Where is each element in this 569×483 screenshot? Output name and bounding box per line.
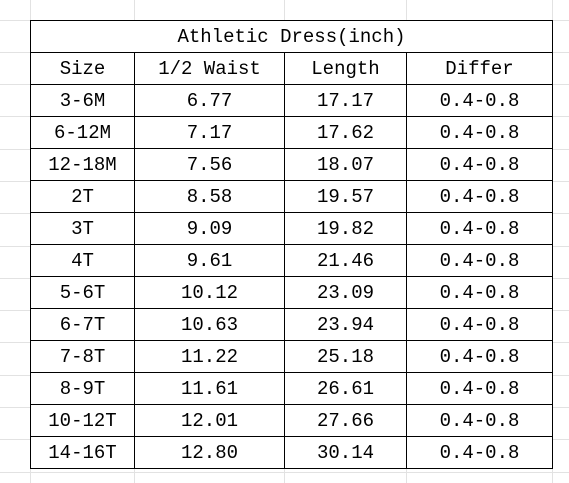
data-cell: 3T bbox=[30, 212, 135, 245]
data-cell: 0.4-0.8 bbox=[406, 372, 553, 405]
data-cell: 7.56 bbox=[134, 148, 285, 181]
data-cell: 30.14 bbox=[284, 436, 407, 469]
data-cell: 7.17 bbox=[134, 116, 285, 149]
data-cell: 0.4-0.8 bbox=[406, 308, 553, 341]
data-row: 7-8T 11.22 25.18 0.4-0.8 bbox=[30, 340, 553, 373]
data-cell: 9.61 bbox=[134, 244, 285, 277]
data-cell: 11.61 bbox=[134, 372, 285, 405]
table-title: Athletic Dress(inch) bbox=[30, 20, 553, 53]
data-cell: 26.61 bbox=[284, 372, 407, 405]
data-cell: 0.4-0.8 bbox=[406, 340, 553, 373]
data-cell: 10.63 bbox=[134, 308, 285, 341]
data-cell: 14-16T bbox=[30, 436, 135, 469]
header-cell: 1/2 Waist bbox=[134, 52, 285, 85]
data-cell: 19.82 bbox=[284, 212, 407, 245]
header-cell: Differ bbox=[406, 52, 553, 85]
data-cell: 0.4-0.8 bbox=[406, 180, 553, 213]
data-row: 3T 9.09 19.82 0.4-0.8 bbox=[30, 212, 553, 245]
data-cell: 0.4-0.8 bbox=[406, 116, 553, 149]
data-cell: 10-12T bbox=[30, 404, 135, 437]
data-cell: 19.57 bbox=[284, 180, 407, 213]
header-cell: Size bbox=[30, 52, 135, 85]
data-cell: 27.66 bbox=[284, 404, 407, 437]
data-row: 4T 9.61 21.46 0.4-0.8 bbox=[30, 244, 553, 277]
data-cell: 17.17 bbox=[284, 84, 407, 117]
data-row: 14-16T 12.80 30.14 0.4-0.8 bbox=[30, 436, 553, 469]
data-cell: 0.4-0.8 bbox=[406, 148, 553, 181]
data-cell: 0.4-0.8 bbox=[406, 212, 553, 245]
data-cell: 0.4-0.8 bbox=[406, 244, 553, 277]
data-cell: 2T bbox=[30, 180, 135, 213]
data-row: 12-18M 7.56 18.07 0.4-0.8 bbox=[30, 148, 553, 181]
data-cell: 12.01 bbox=[134, 404, 285, 437]
data-row: 2T 8.58 19.57 0.4-0.8 bbox=[30, 180, 553, 213]
data-cell: 17.62 bbox=[284, 116, 407, 149]
data-cell: 12.80 bbox=[134, 436, 285, 469]
data-cell: 4T bbox=[30, 244, 135, 277]
data-cell: 18.07 bbox=[284, 148, 407, 181]
data-cell: 23.09 bbox=[284, 276, 407, 309]
data-row: 10-12T 12.01 27.66 0.4-0.8 bbox=[30, 404, 553, 437]
data-cell: 21.46 bbox=[284, 244, 407, 277]
data-row: 3-6M 6.77 17.17 0.4-0.8 bbox=[30, 84, 553, 117]
data-cell: 0.4-0.8 bbox=[406, 436, 553, 469]
data-row: 5-6T 10.12 23.09 0.4-0.8 bbox=[30, 276, 553, 309]
data-row: 6-12M 7.17 17.62 0.4-0.8 bbox=[30, 116, 553, 149]
data-cell: 7-8T bbox=[30, 340, 135, 373]
size-table: Athletic Dress(inch) Size 1/2 Waist Length D… bbox=[30, 20, 553, 469]
data-cell: 25.18 bbox=[284, 340, 407, 373]
header-cell: Length bbox=[284, 52, 407, 85]
data-cell: 6.77 bbox=[134, 84, 285, 117]
data-cell: 8-9T bbox=[30, 372, 135, 405]
data-cell: 23.94 bbox=[284, 308, 407, 341]
data-cell: 9.09 bbox=[134, 212, 285, 245]
title-row: Athletic Dress(inch) bbox=[30, 20, 553, 53]
header-row: Size 1/2 Waist Length Differ bbox=[30, 52, 553, 85]
data-cell: 11.22 bbox=[134, 340, 285, 373]
data-cell: 12-18M bbox=[30, 148, 135, 181]
data-cell: 5-6T bbox=[30, 276, 135, 309]
data-cell: 6-7T bbox=[30, 308, 135, 341]
data-cell: 0.4-0.8 bbox=[406, 404, 553, 437]
data-cell: 10.12 bbox=[134, 276, 285, 309]
data-cell: 0.4-0.8 bbox=[406, 84, 553, 117]
data-row: 6-7T 10.63 23.94 0.4-0.8 bbox=[30, 308, 553, 341]
data-cell: 6-12M bbox=[30, 116, 135, 149]
data-cell: 0.4-0.8 bbox=[406, 276, 553, 309]
data-cell: 8.58 bbox=[134, 180, 285, 213]
data-cell: 3-6M bbox=[30, 84, 135, 117]
data-row: 8-9T 11.61 26.61 0.4-0.8 bbox=[30, 372, 553, 405]
